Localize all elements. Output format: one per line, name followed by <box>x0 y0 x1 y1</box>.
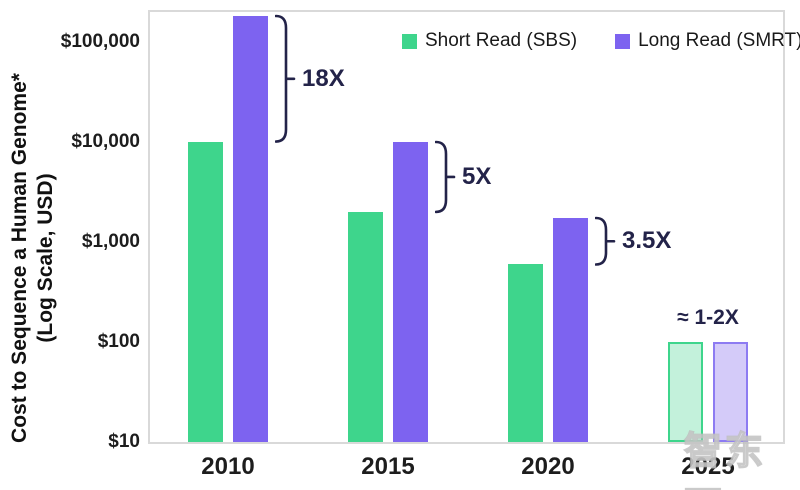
y-axis-tick-label: $10 <box>108 431 140 452</box>
y-axis-tick-label: $1,000 <box>81 231 140 252</box>
legend: Short Read (SBS) Long Read (SMRT) <box>402 30 800 52</box>
x-axis-label: 2010 <box>201 453 255 480</box>
ratio-label: ≈ 1-2X <box>677 306 739 329</box>
watermark: 智东西 <box>683 430 767 490</box>
bar-2010-short-read <box>188 142 223 442</box>
legend-item-short-read: Short Read (SBS) <box>402 30 577 52</box>
ratio-brace-icon <box>275 15 296 144</box>
ratio-label: 5X <box>462 162 492 190</box>
bar-2020-long-read <box>553 217 588 442</box>
x-axis-label: 2025 <box>681 453 735 480</box>
y-axis-tick-label: $10,000 <box>71 131 140 152</box>
bar-2020-short-read <box>508 264 543 442</box>
legend-label-long-read: Long Read (SMRT) <box>638 30 800 51</box>
bar-2015-long-read <box>393 142 428 442</box>
ratio-brace-icon <box>595 216 616 266</box>
y-axis-tick-label: $100,000 <box>60 31 140 52</box>
y-axis-title: Cost to Sequence a Human Genome* (Log Sc… <box>7 48 59 468</box>
x-axis-label: 2020 <box>521 453 575 480</box>
y-axis-title-line2: (Log Scale, USD) <box>34 173 57 343</box>
ratio-brace-icon <box>435 140 456 214</box>
bar-2025-long-read <box>713 342 748 442</box>
y-axis-tick-label: $100 <box>97 331 140 352</box>
plot-area <box>148 10 785 444</box>
bar-2015-short-read <box>348 211 383 442</box>
x-axis-label: 2015 <box>361 453 415 480</box>
legend-label-short-read: Short Read (SBS) <box>425 30 578 51</box>
legend-swatch-long-read-icon <box>615 33 631 49</box>
bar-2025-short-read <box>668 342 703 442</box>
ratio-label: 3.5X <box>622 226 672 254</box>
bar-2010-long-read <box>233 16 268 442</box>
y-axis-title-line1: Cost to Sequence a Human Genome* <box>8 73 31 443</box>
legend-item-long-read: Long Read (SMRT) <box>615 30 800 52</box>
ratio-label: 18X <box>302 65 345 93</box>
legend-swatch-short-read-icon <box>402 33 417 49</box>
